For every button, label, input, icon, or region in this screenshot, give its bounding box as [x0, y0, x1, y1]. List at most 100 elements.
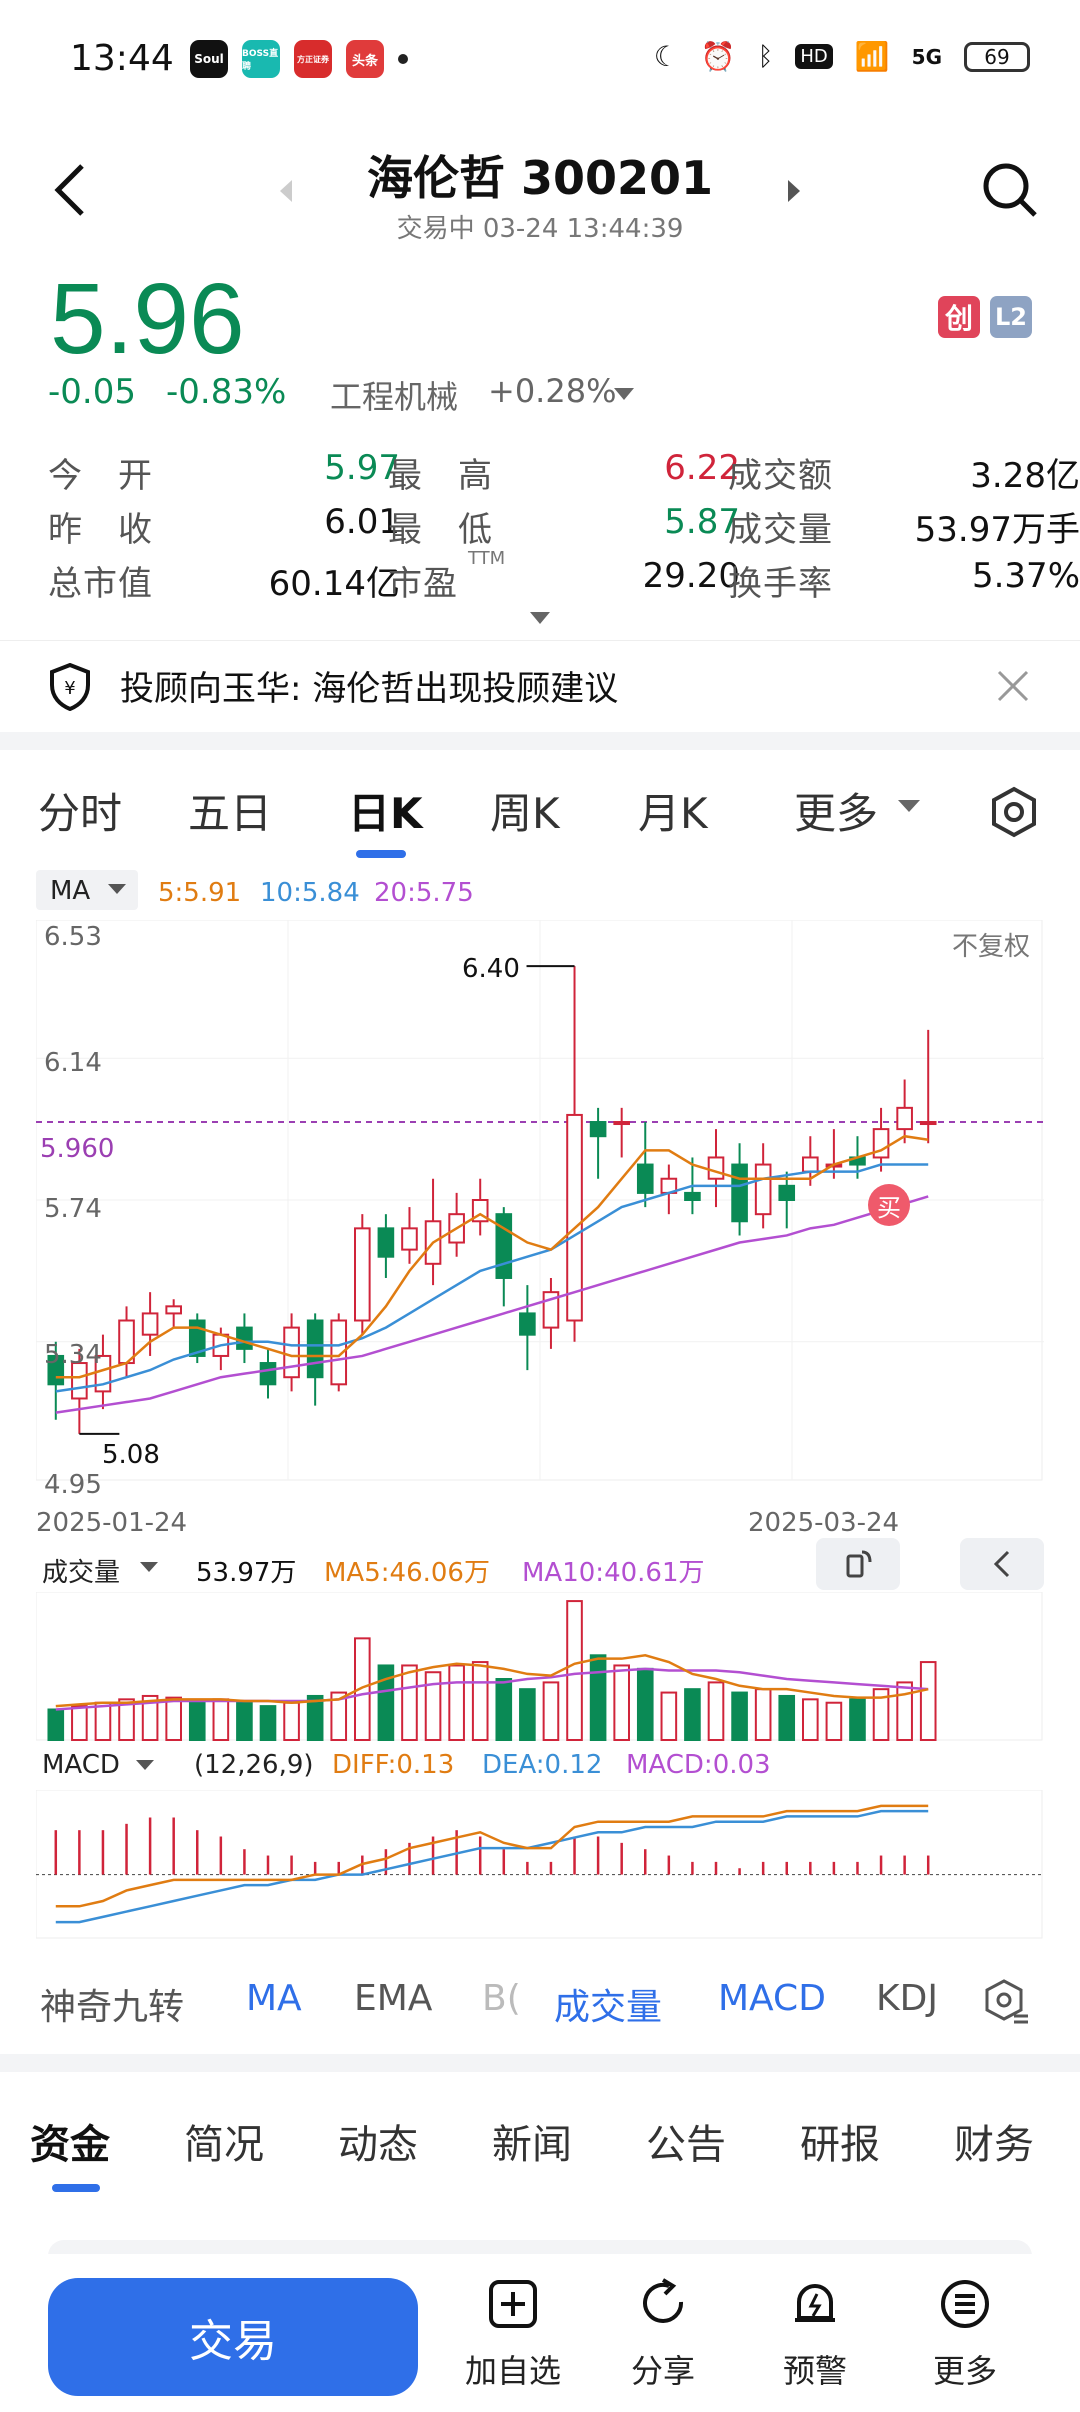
- tab-finance[interactable]: 财务: [954, 2122, 1034, 2168]
- tab-funds[interactable]: 资金: [30, 2122, 110, 2168]
- candle-body: [495, 1213, 513, 1279]
- share-button[interactable]: 分享: [598, 2276, 728, 2392]
- bell-alert-icon: [795, 2284, 835, 2322]
- candle-body: [896, 1106, 913, 1131]
- date-start: 2025-01-24: [36, 1508, 188, 1538]
- volume-bar: [47, 1708, 65, 1741]
- volume-bar: [566, 1600, 583, 1742]
- notice-text: 投顾向玉华: 海伦哲出现投顾建议: [120, 669, 619, 709]
- tab-more[interactable]: 更多: [794, 789, 879, 838]
- volume-bar: [165, 1696, 182, 1741]
- tab-five-day[interactable]: 五日: [188, 789, 273, 838]
- l2-badge: L2: [990, 296, 1032, 338]
- chevron-left-small-icon: [993, 1550, 1010, 1578]
- volume-bar: [377, 1664, 395, 1741]
- fuquan-label[interactable]: 不复权: [952, 932, 1031, 962]
- tab-announcements[interactable]: 公告: [646, 2122, 726, 2168]
- alert-label: 预警: [782, 2352, 847, 2390]
- stats-grid[interactable]: 今 开 5.97 最 高 6.22 成交额 3.28亿 昨 收 6.01 最 低…: [48, 448, 1080, 608]
- more-label: 更多: [932, 2352, 997, 2390]
- tab-research[interactable]: 研报: [800, 2122, 880, 2168]
- volume-bar: [236, 1701, 253, 1741]
- candle-body: [919, 1121, 937, 1126]
- indicator-kdj[interactable]: KDJ: [876, 1978, 938, 2019]
- active-tab-indicator: [356, 850, 406, 858]
- svg-text:¥: ¥: [64, 678, 75, 699]
- indicator-jiuzhuan[interactable]: 神奇九转: [40, 1987, 185, 2028]
- indicator-settings-icon[interactable]: [984, 1978, 1030, 2024]
- prev-close-label: 昨 收: [48, 510, 153, 550]
- tab-news-feed[interactable]: 动态: [338, 2122, 418, 2168]
- share-icon: [643, 2278, 684, 2323]
- fangzheng-app-icon: 方正证券: [294, 40, 332, 78]
- back-button[interactable]: [50, 160, 90, 224]
- ma20-line: [55, 1195, 929, 1414]
- rotate-screen-button[interactable]: [816, 1538, 900, 1590]
- search-button[interactable]: [980, 160, 1040, 224]
- status-bar: 13:44 Soul BOSS直聘 方正证券 头条 ☾ ⏰ ᛒ HD 📶 5G …: [0, 0, 1080, 120]
- candle-body: [141, 1312, 159, 1336]
- sector-change[interactable]: +0.28%: [488, 372, 617, 410]
- ma-selector[interactable]: MA: [36, 870, 138, 910]
- indicator-ema[interactable]: EMA: [354, 1978, 433, 2019]
- sector-name[interactable]: 工程机械: [330, 378, 459, 416]
- indicator-ma[interactable]: MA: [246, 1978, 302, 2019]
- mcap-label: 总市值: [48, 564, 153, 604]
- tab-monthly-k[interactable]: 月K: [638, 789, 708, 838]
- volume-bar: [401, 1664, 418, 1741]
- alert-button[interactable]: 预警: [750, 2276, 880, 2392]
- search-icon: [983, 163, 1037, 217]
- collapse-panel-button[interactable]: [960, 1538, 1044, 1590]
- buy-signal-badge[interactable]: 买: [868, 1184, 910, 1226]
- y-tick-3: 5.74: [44, 1194, 102, 1224]
- trade-button[interactable]: 交易: [48, 2278, 418, 2396]
- kline-chart[interactable]: [36, 920, 1044, 1500]
- tab-weekly-k[interactable]: 周K: [490, 789, 560, 838]
- low-value: 5.87: [664, 502, 740, 542]
- indicator-boll[interactable]: B(: [482, 1978, 521, 2019]
- add-watchlist-label: 加自选: [464, 2352, 561, 2390]
- tab-daily-k[interactable]: 日K: [348, 789, 423, 838]
- candle-body: [354, 1227, 371, 1322]
- volume-bar: [259, 1705, 277, 1741]
- volume-today: 53.97万: [196, 1558, 297, 1588]
- macd-selector[interactable]: MACD: [36, 1746, 166, 1786]
- current-price-line-label: 5.960: [40, 1134, 115, 1164]
- tab-news[interactable]: 新闻: [492, 2122, 572, 2168]
- volume-ma10: MA10:40.61万: [522, 1558, 705, 1588]
- volume-chart[interactable]: [36, 1592, 1044, 1742]
- volume-ma5-line: [55, 1654, 929, 1708]
- tab-overview[interactable]: 简况: [184, 2122, 264, 2168]
- indicator-volume[interactable]: 成交量: [554, 1987, 663, 2028]
- amount-label: 成交额: [728, 456, 833, 496]
- volume-bar: [919, 1661, 937, 1741]
- notification-icons: Soul BOSS直聘 方正证券 头条: [190, 40, 408, 78]
- caret-down-icon[interactable]: [614, 388, 634, 402]
- boss-app-icon: BOSS直聘: [242, 40, 280, 78]
- candle-body: [377, 1227, 395, 1258]
- chart-settings-icon[interactable]: [988, 786, 1040, 838]
- prev-stock-icon[interactable]: [276, 178, 296, 204]
- volume-bar: [802, 1698, 819, 1742]
- candle-body: [236, 1326, 253, 1350]
- volume-bar: [707, 1681, 725, 1741]
- close-icon[interactable]: [996, 669, 1030, 703]
- volume-bar: [589, 1654, 607, 1741]
- dea-line: [55, 1809, 929, 1924]
- expand-stats-icon[interactable]: [530, 612, 550, 626]
- moon-icon: ☾: [653, 40, 679, 73]
- volume-bar: [778, 1694, 796, 1741]
- volume-selector[interactable]: 成交量: [36, 1548, 172, 1588]
- next-stock-icon[interactable]: [784, 178, 804, 204]
- tab-more-caret-icon[interactable]: [898, 800, 920, 814]
- indicator-macd[interactable]: MACD: [718, 1978, 826, 2019]
- tab-intraday[interactable]: 分时: [38, 789, 123, 838]
- add-watchlist-button[interactable]: 加自选: [448, 2276, 578, 2392]
- section-divider-2: [0, 2054, 1080, 2072]
- more-button[interactable]: 更多: [900, 2276, 1030, 2392]
- macd-chart[interactable]: [36, 1790, 1044, 1940]
- advisor-notice[interactable]: ¥ 投顾向玉华: 海伦哲出现投顾建议: [0, 640, 1080, 732]
- low-label: 最 低: [388, 510, 493, 550]
- diff-line: [55, 1804, 929, 1908]
- volume-bar: [471, 1661, 489, 1741]
